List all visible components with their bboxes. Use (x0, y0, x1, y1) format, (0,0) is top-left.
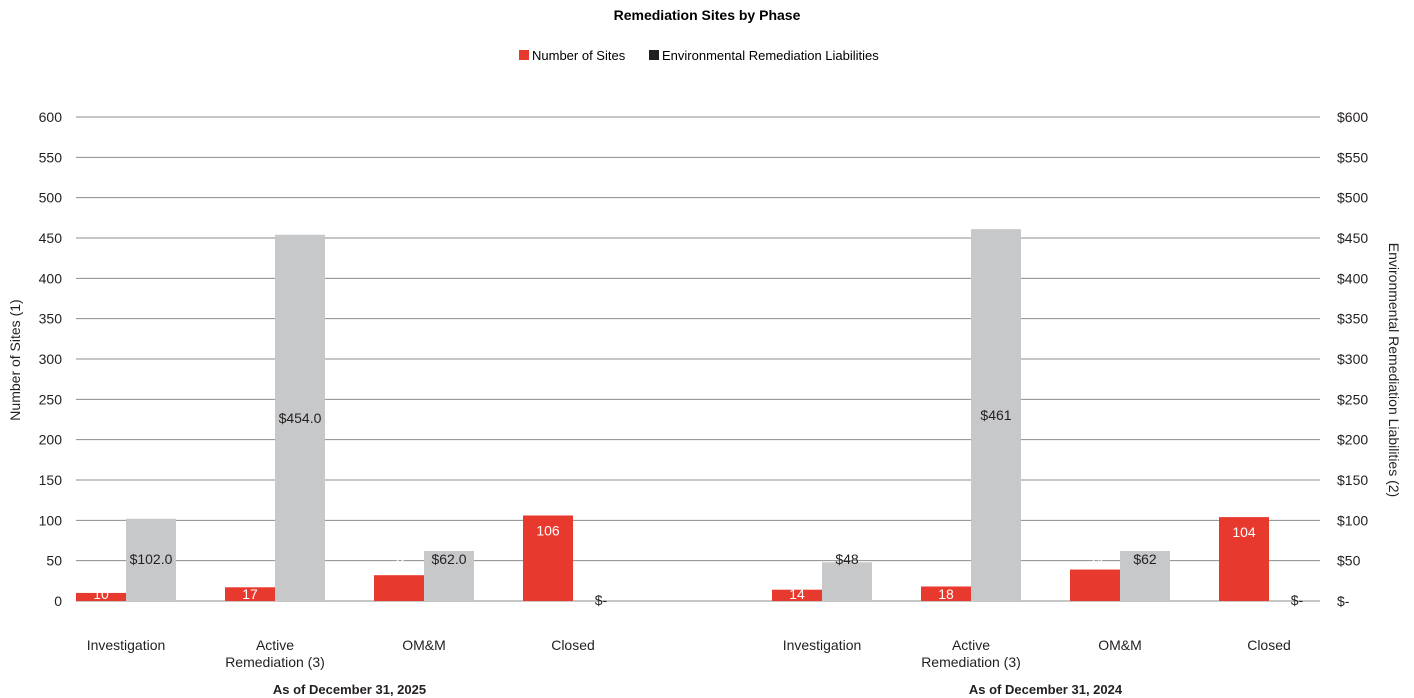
data-label-liabilities: $62 (1133, 551, 1157, 567)
data-label-liabilities: $102.0 (130, 551, 173, 567)
left-tick-label: 450 (39, 230, 63, 246)
group-label: As of December 31, 2024 (969, 682, 1123, 697)
legend-label-liabilities: Environmental Remediation Liabilities (662, 48, 879, 63)
bar-liabilities (822, 562, 872, 601)
right-tick-label: $450 (1337, 230, 1368, 246)
category-label: Investigation (783, 637, 862, 653)
chart-title: Remediation Sites by Phase (614, 7, 801, 23)
data-label-sites: 106 (536, 522, 560, 538)
right-tick-label: $350 (1337, 311, 1368, 327)
bar-liabilities (126, 518, 176, 601)
left-tick-label: 300 (39, 351, 63, 367)
data-label-liabilities: $- (1291, 592, 1304, 608)
data-label-sites: 10 (93, 586, 109, 602)
right-tick-label: $550 (1337, 149, 1368, 165)
right-axis-label: Environmental Remediation Liabilities (2… (1386, 243, 1402, 497)
legend: Number of Sites Environmental Remediatio… (519, 48, 879, 63)
bar-sites (76, 592, 126, 601)
gridlines (76, 116, 1320, 602)
right-tick-label: $100 (1337, 512, 1368, 528)
left-tick-label: 600 (39, 109, 63, 125)
category-label: OM&M (402, 637, 446, 653)
left-tick-label: 0 (54, 593, 62, 609)
category-label: Closed (551, 637, 595, 653)
left-tick-label: 550 (39, 149, 63, 165)
group-label: As of December 31, 2025 (273, 682, 426, 697)
right-tick-label: $500 (1337, 190, 1368, 206)
data-label-liabilities: $48 (835, 551, 859, 567)
bar-sites (225, 587, 275, 601)
data-label-sites: 104 (1232, 524, 1256, 540)
data-label-sites: 32 (391, 551, 407, 567)
right-tick-label: $150 (1337, 472, 1368, 488)
data-label-liabilities: $62.0 (431, 551, 466, 567)
right-tick-label: $- (1337, 593, 1350, 609)
category-label: Active (256, 637, 294, 653)
legend-label-sites: Number of Sites (532, 48, 626, 63)
left-tick-label: 500 (39, 190, 63, 206)
category-label: Active (952, 637, 990, 653)
bar-sites (1070, 569, 1120, 601)
legend-swatch-sites (519, 50, 529, 60)
bar-liabilities (971, 229, 1021, 602)
data-label-sites: 18 (938, 586, 954, 602)
bar-liabilities (424, 550, 474, 601)
left-tick-label: 350 (39, 311, 63, 327)
left-tick-label: 100 (39, 512, 63, 528)
left-axis-label: Number of Sites (1) (7, 299, 23, 420)
data-label-sites: 14 (789, 586, 805, 602)
category-label: Investigation (87, 637, 166, 653)
category-label: OM&M (1098, 637, 1142, 653)
data-label-sites: 39 (1087, 551, 1103, 567)
bar-sites (772, 589, 822, 601)
bar-sites (921, 586, 971, 601)
bar-sites (374, 575, 424, 601)
data-label-liabilities: $461 (980, 407, 1011, 423)
left-tick-label: 400 (39, 270, 63, 286)
bar-sites (523, 515, 573, 601)
category-label: Closed (1247, 637, 1291, 653)
left-tick-label: 250 (39, 391, 63, 407)
right-tick-label: $250 (1337, 391, 1368, 407)
category-label: Remediation (3) (921, 654, 1021, 670)
data-label-liabilities: $- (595, 592, 608, 608)
left-tick-label: 200 (39, 432, 63, 448)
bar-series: 10 $102.0 17 $454.0 32 $62.0 106 $- 14 $48 18 $461 3… (76, 229, 1304, 608)
left-tick-label: 50 (46, 553, 62, 569)
legend-swatch-liabilities (649, 50, 659, 60)
data-label-sites: 17 (242, 586, 258, 602)
right-tick-label: $400 (1337, 270, 1368, 286)
category-label: Remediation (3) (225, 654, 325, 670)
data-label-liabilities: $454.0 (279, 410, 322, 426)
left-tick-label: 150 (39, 472, 63, 488)
right-tick-label: $50 (1337, 553, 1361, 569)
right-axis-ticks: $- $50 $100 $150 $200 $250 $300 $350 $400 $450 $50… (1337, 109, 1368, 609)
bar-liabilities (1120, 550, 1170, 601)
right-tick-label: $300 (1337, 351, 1368, 367)
bar-sites (1219, 517, 1269, 601)
bar-liabilities (275, 234, 325, 602)
left-axis-ticks: 0 50 100 150 200 250 300 350 400 450 500 550 600 (39, 109, 63, 609)
right-tick-label: $200 (1337, 432, 1368, 448)
right-tick-label: $600 (1337, 109, 1368, 125)
